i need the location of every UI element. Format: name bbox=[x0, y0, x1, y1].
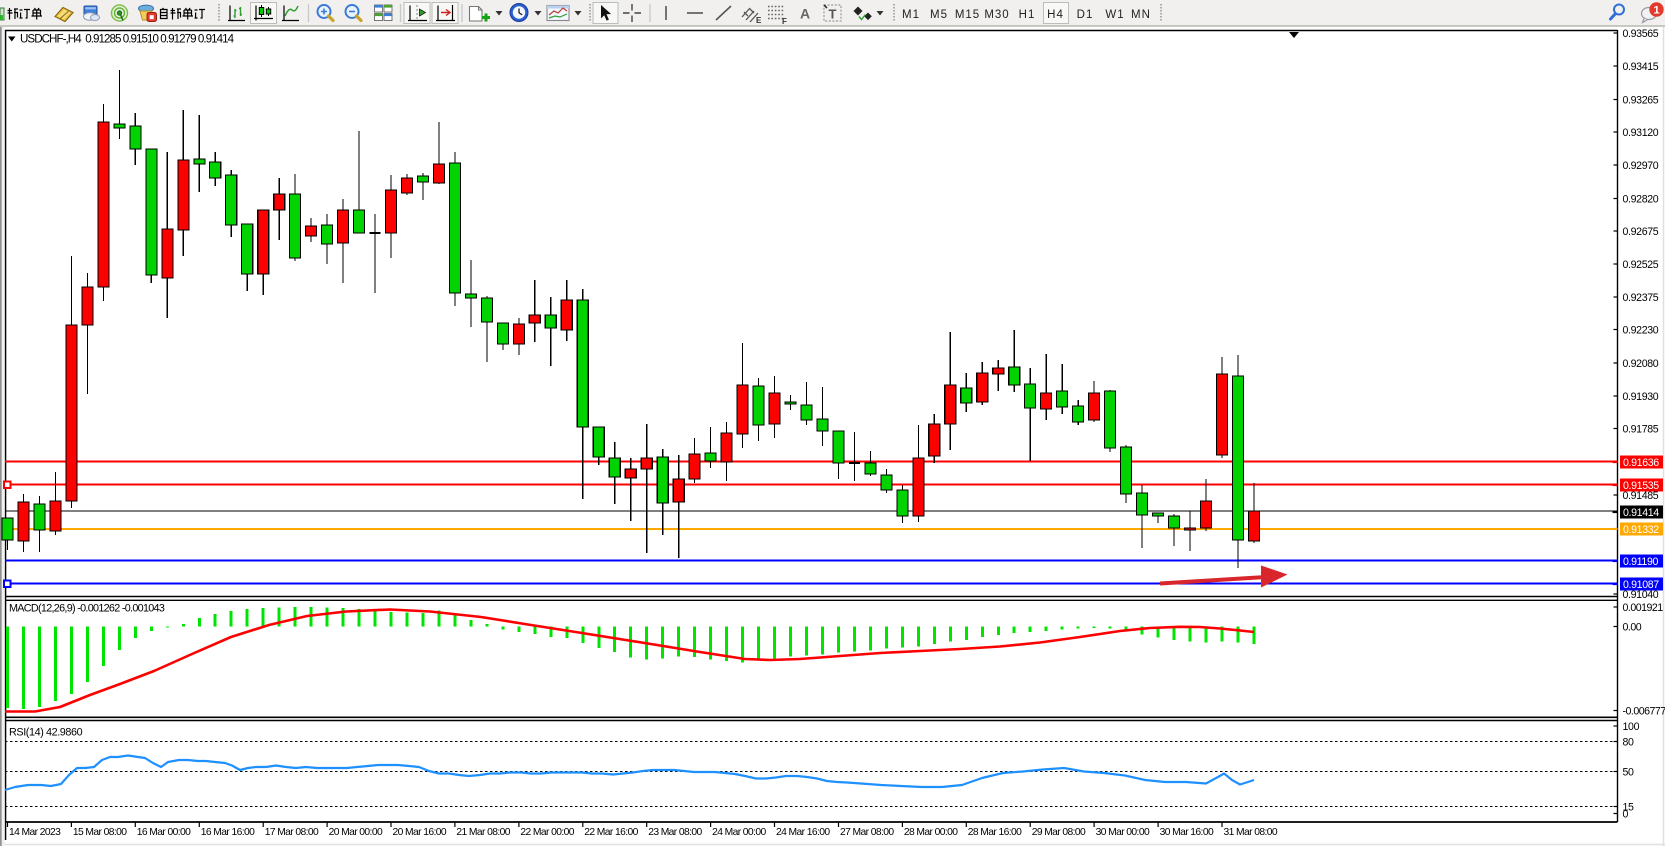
svg-text:F: F bbox=[782, 17, 787, 26]
svg-text:16 Mar 00:00: 16 Mar 00:00 bbox=[137, 827, 191, 838]
svg-text:0.93120: 0.93120 bbox=[1623, 127, 1659, 139]
svg-text:20 Mar 00:00: 20 Mar 00:00 bbox=[329, 827, 383, 838]
svg-text:1: 1 bbox=[1653, 5, 1659, 17]
svg-text:0.91087: 0.91087 bbox=[1623, 579, 1659, 591]
svg-text:0.93565: 0.93565 bbox=[1623, 28, 1659, 40]
svg-text:50: 50 bbox=[1623, 766, 1635, 778]
svg-text:M15: M15 bbox=[955, 9, 980, 21]
svg-text:0.92230: 0.92230 bbox=[1623, 324, 1659, 336]
svg-text:24 Mar 16:00: 24 Mar 16:00 bbox=[776, 827, 830, 838]
svg-text:MN: MN bbox=[1131, 9, 1151, 21]
svg-text:-0.006777: -0.006777 bbox=[1623, 705, 1665, 717]
svg-text:0.92820: 0.92820 bbox=[1623, 193, 1659, 205]
svg-text:E: E bbox=[756, 16, 762, 25]
svg-text:W1: W1 bbox=[1105, 9, 1124, 21]
svg-text:0.91332: 0.91332 bbox=[1623, 524, 1659, 536]
svg-text:0.92375: 0.92375 bbox=[1623, 292, 1659, 304]
svg-text:A: A bbox=[800, 6, 810, 22]
svg-text:0.93415: 0.93415 bbox=[1623, 61, 1659, 73]
svg-text:H1: H1 bbox=[1019, 9, 1036, 21]
svg-text:0.92675: 0.92675 bbox=[1623, 226, 1659, 238]
svg-text:22 Mar 00:00: 22 Mar 00:00 bbox=[520, 827, 574, 838]
svg-text:M30: M30 bbox=[984, 9, 1009, 21]
svg-text:20 Mar 16:00: 20 Mar 16:00 bbox=[393, 827, 447, 838]
svg-text:0.93265: 0.93265 bbox=[1623, 94, 1659, 106]
svg-text:D1: D1 bbox=[1077, 9, 1094, 21]
svg-text:0.91785: 0.91785 bbox=[1623, 423, 1659, 435]
svg-text:29 Mar 08:00: 29 Mar 08:00 bbox=[1032, 827, 1086, 838]
svg-text:0: 0 bbox=[1623, 808, 1629, 820]
svg-text:T: T bbox=[829, 7, 837, 22]
svg-text:100: 100 bbox=[1623, 721, 1640, 733]
svg-text:0.91930: 0.91930 bbox=[1623, 391, 1659, 403]
svg-text:30 Mar 00:00: 30 Mar 00:00 bbox=[1096, 827, 1150, 838]
svg-text:USDCHF-,H4 0.91285 0.91510 0.: USDCHF-,H4 0.91285 0.91510 0.91279 0.914… bbox=[20, 33, 235, 46]
svg-text:MACD(12,26,9) -0.001262 -0.001: MACD(12,26,9) -0.001262 -0.001043 bbox=[9, 603, 165, 615]
svg-text:0.92080: 0.92080 bbox=[1623, 358, 1659, 370]
svg-text:M5: M5 bbox=[930, 9, 948, 21]
svg-text:27 Mar 08:00: 27 Mar 08:00 bbox=[840, 827, 894, 838]
svg-text:M1: M1 bbox=[902, 9, 920, 21]
svg-text:31 Mar 08:00: 31 Mar 08:00 bbox=[1224, 827, 1278, 838]
svg-text:0.91636: 0.91636 bbox=[1623, 457, 1659, 469]
svg-text:0.91535: 0.91535 bbox=[1623, 480, 1659, 492]
svg-text:0.91485: 0.91485 bbox=[1623, 490, 1659, 502]
svg-text:0.00: 0.00 bbox=[1623, 621, 1642, 633]
svg-text:14 Mar 2023: 14 Mar 2023 bbox=[9, 827, 61, 838]
svg-text:15: 15 bbox=[1623, 801, 1635, 813]
svg-text:24 Mar 00:00: 24 Mar 00:00 bbox=[712, 827, 766, 838]
svg-text:28 Mar 16:00: 28 Mar 16:00 bbox=[968, 827, 1022, 838]
svg-text:23 Mar 08:00: 23 Mar 08:00 bbox=[648, 827, 702, 838]
svg-text:22 Mar 16:00: 22 Mar 16:00 bbox=[584, 827, 638, 838]
svg-text:21 Mar 08:00: 21 Mar 08:00 bbox=[456, 827, 510, 838]
svg-text:28 Mar 00:00: 28 Mar 00:00 bbox=[904, 827, 958, 838]
svg-text:0.91190: 0.91190 bbox=[1623, 556, 1659, 568]
svg-text:15 Mar 08:00: 15 Mar 08:00 bbox=[73, 827, 127, 838]
svg-text:RSI(14) 42.9860: RSI(14) 42.9860 bbox=[9, 727, 83, 739]
svg-text:0.91040: 0.91040 bbox=[1623, 589, 1659, 601]
svg-text:H4: H4 bbox=[1047, 9, 1064, 21]
svg-text:0.92525: 0.92525 bbox=[1623, 259, 1659, 271]
svg-text:80: 80 bbox=[1623, 736, 1635, 748]
svg-text:17 Mar 08:00: 17 Mar 08:00 bbox=[265, 827, 319, 838]
svg-text:0.001921: 0.001921 bbox=[1623, 602, 1664, 614]
svg-text:16 Mar 16:00: 16 Mar 16:00 bbox=[201, 827, 255, 838]
svg-text:0.91414: 0.91414 bbox=[1623, 507, 1659, 519]
svg-text:30 Mar 16:00: 30 Mar 16:00 bbox=[1160, 827, 1214, 838]
svg-text:0.92970: 0.92970 bbox=[1623, 160, 1659, 172]
